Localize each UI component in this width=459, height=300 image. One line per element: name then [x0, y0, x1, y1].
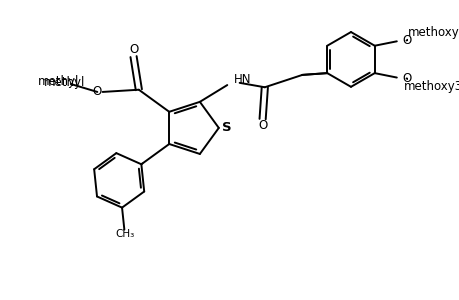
Text: O: O [129, 44, 138, 56]
Text: methyl: methyl [38, 75, 79, 88]
Text: methoxy: methoxy [407, 26, 459, 39]
Text: methyl: methyl [44, 76, 85, 89]
Text: HN: HN [233, 73, 251, 86]
Text: O: O [401, 72, 410, 85]
Text: methoxy3: methoxy3 [403, 80, 459, 93]
Text: O: O [401, 34, 410, 47]
Text: S: S [221, 122, 231, 134]
Text: CH₃: CH₃ [115, 229, 134, 239]
Text: O: O [92, 85, 102, 98]
Text: O: O [257, 119, 267, 132]
